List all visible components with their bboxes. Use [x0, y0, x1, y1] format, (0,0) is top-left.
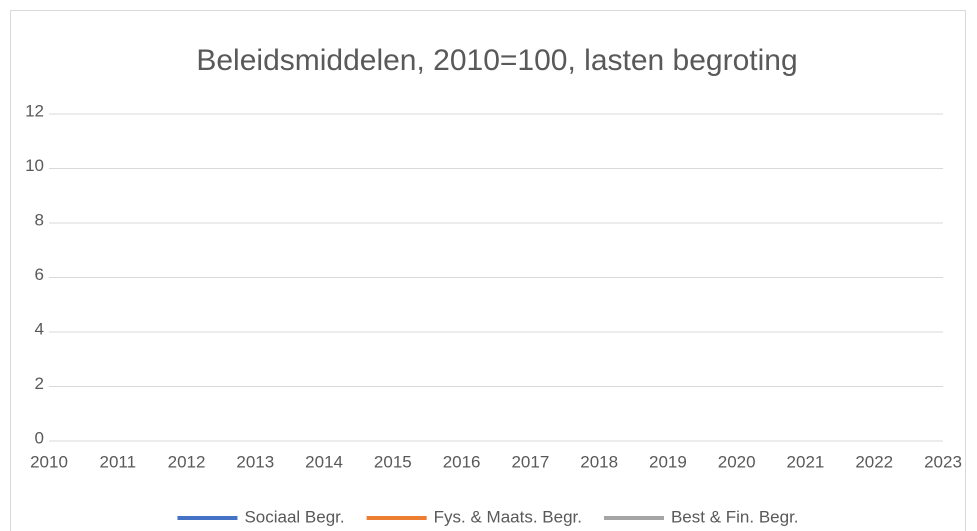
x-tick-label: 2011: [99, 452, 136, 471]
x-tick-label: 2017: [511, 452, 549, 471]
x-tick-label: 2021: [787, 452, 825, 471]
y-tick-label: 10: [25, 156, 44, 175]
x-tick-label: 2018: [580, 452, 618, 471]
y-tick-label: 2: [35, 374, 44, 393]
x-tick-label: 2015: [374, 452, 412, 471]
y-tick-label: 0: [35, 428, 44, 447]
x-tick-label: 2014: [305, 452, 343, 471]
chart-border: [10, 10, 966, 531]
x-tick-label: 2013: [236, 452, 274, 471]
x-tick-label: 2016: [443, 452, 481, 471]
x-tick-label: 2022: [855, 452, 893, 471]
x-tick-label: 2019: [649, 452, 687, 471]
x-tick-label: 2023: [924, 452, 962, 471]
y-tick-label: 4: [35, 319, 44, 338]
x-tick-label: 2020: [718, 452, 756, 471]
y-tick-label: 6: [35, 265, 44, 284]
y-tick-label: 8: [35, 210, 44, 229]
x-tick-label: 2012: [168, 452, 206, 471]
chart-title: Beleidsmiddelen, 2010=100, lasten begrot…: [196, 44, 797, 77]
x-tick-label: 2010: [30, 452, 68, 471]
legend-label: Fys. & Maats. Begr.: [434, 507, 582, 526]
legend-label: Best & Fin. Begr.: [671, 507, 799, 526]
legend-label: Sociaal Begr.: [244, 507, 344, 526]
y-tick-label: 12: [25, 101, 44, 120]
